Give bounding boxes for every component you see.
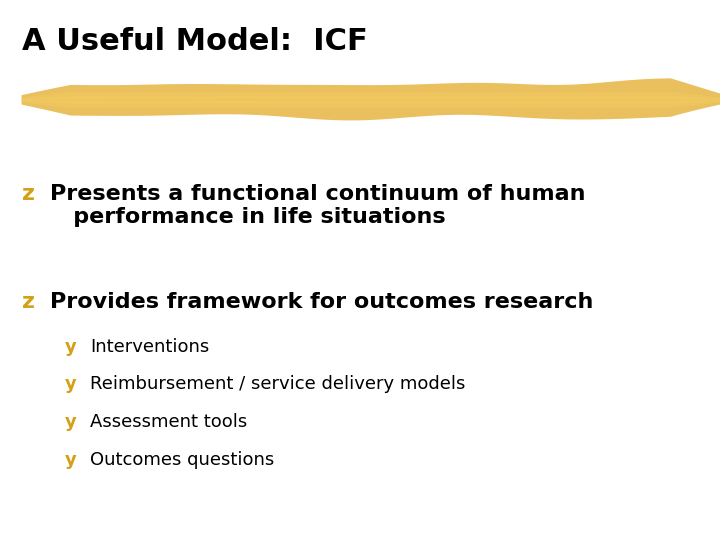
Text: Reimbursement / service delivery models: Reimbursement / service delivery models — [90, 375, 465, 393]
Polygon shape — [22, 96, 720, 104]
Text: Outcomes questions: Outcomes questions — [90, 451, 274, 469]
Text: A Useful Model:  ICF: A Useful Model: ICF — [22, 27, 367, 56]
Text: y: y — [65, 375, 76, 393]
Text: z: z — [22, 292, 35, 312]
Polygon shape — [22, 78, 720, 120]
Text: y: y — [65, 451, 76, 469]
Text: Provides framework for outcomes research: Provides framework for outcomes research — [50, 292, 594, 312]
Polygon shape — [22, 100, 720, 109]
Text: y: y — [65, 413, 76, 431]
Text: performance in life situations: performance in life situations — [50, 207, 446, 227]
Polygon shape — [22, 91, 720, 100]
Text: Interventions: Interventions — [90, 338, 210, 355]
Text: z: z — [22, 184, 35, 204]
Text: y: y — [65, 338, 76, 355]
Text: Assessment tools: Assessment tools — [90, 413, 247, 431]
Text: Presents a functional continuum of human: Presents a functional continuum of human — [50, 184, 586, 204]
